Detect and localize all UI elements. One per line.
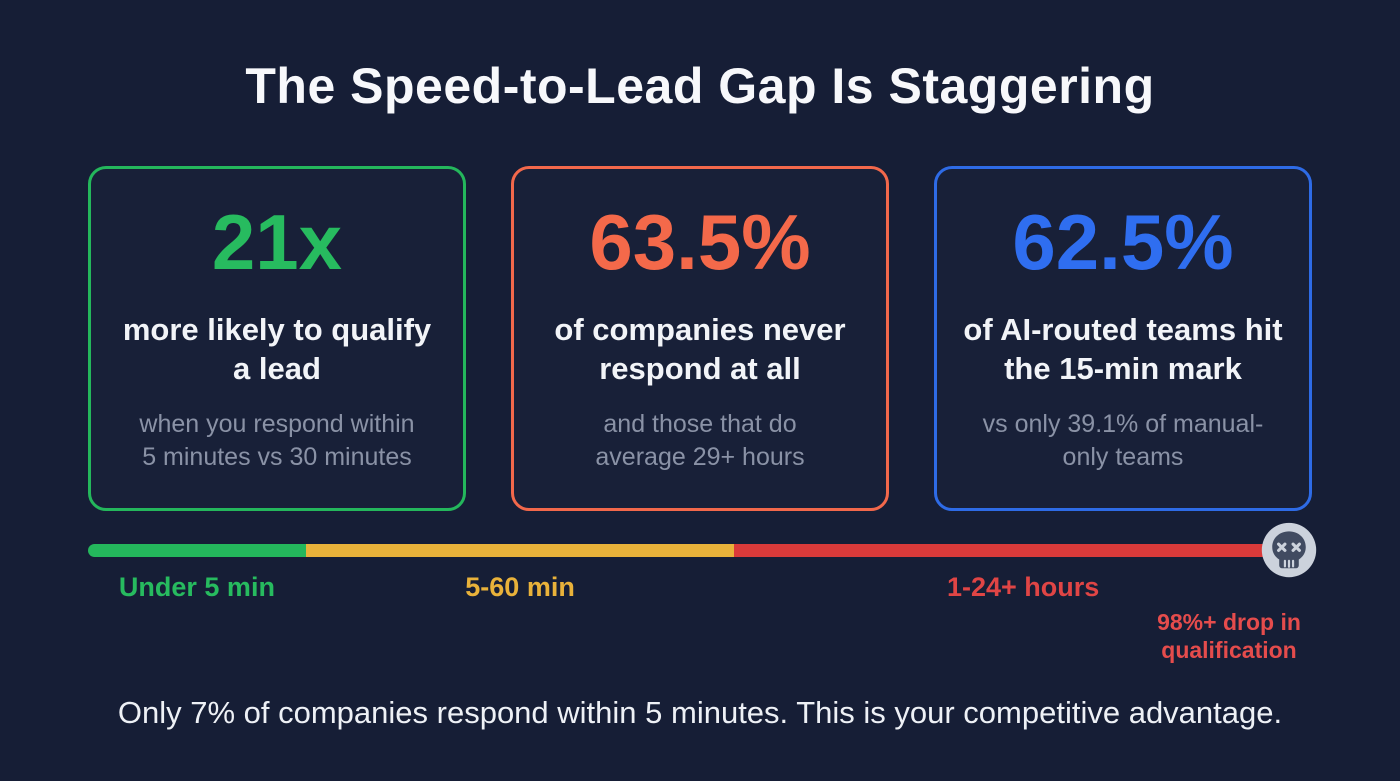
skull-icon [1260, 521, 1318, 579]
stat-value: 63.5% [589, 197, 811, 286]
stat-card-qualify-likelihood: 21x more likely to qualify a lead when y… [88, 165, 466, 511]
footer-takeaway: Only 7% of companies respond within 5 mi… [117, 694, 1283, 730]
segment-1-24-hours [734, 543, 1312, 557]
stat-card-never-respond: 63.5% of companies never respond at all … [511, 165, 889, 511]
qualification-drop-note: 98%+ drop in qualification [1157, 608, 1301, 664]
stat-value: 62.5% [1012, 197, 1234, 286]
timeline-labels: Under 5 min 5-60 min 1-24+ hours [88, 571, 1312, 603]
segment-under-5-min [88, 543, 306, 557]
stat-card-ai-routed: 62.5% of AI-routed teams hit the 15-min … [934, 165, 1312, 511]
stat-headline: of AI-routed teams hit the 15-min mark [963, 311, 1283, 386]
timeline-label-1-24-hours: 1-24+ hours [946, 571, 1100, 602]
stat-caption: when you respond within 5 minutes vs 30 … [139, 410, 415, 471]
stat-cards-row: 21x more likely to qualify a lead when y… [88, 165, 1312, 511]
page-title: The Speed-to-Lead Gap Is Staggering [245, 58, 1155, 114]
response-time-bar: Under 5 min 5-60 min 1-24+ hours [88, 522, 1317, 663]
segmented-timeline-bar [88, 543, 1312, 557]
stat-caption: vs only 39.1% of manual-only teams [982, 410, 1264, 471]
stat-value: 21x [211, 197, 343, 286]
stat-headline: more likely to qualify a lead [122, 311, 432, 386]
segment-5-60-min [305, 543, 735, 557]
timeline-label-5-60-min: 5-60 min [465, 571, 575, 602]
stat-caption: and those that do average 29+ hours [595, 410, 805, 471]
stat-headline: of companies never respond at all [554, 311, 846, 386]
timeline-label-under-5-min: Under 5 min [118, 571, 275, 602]
